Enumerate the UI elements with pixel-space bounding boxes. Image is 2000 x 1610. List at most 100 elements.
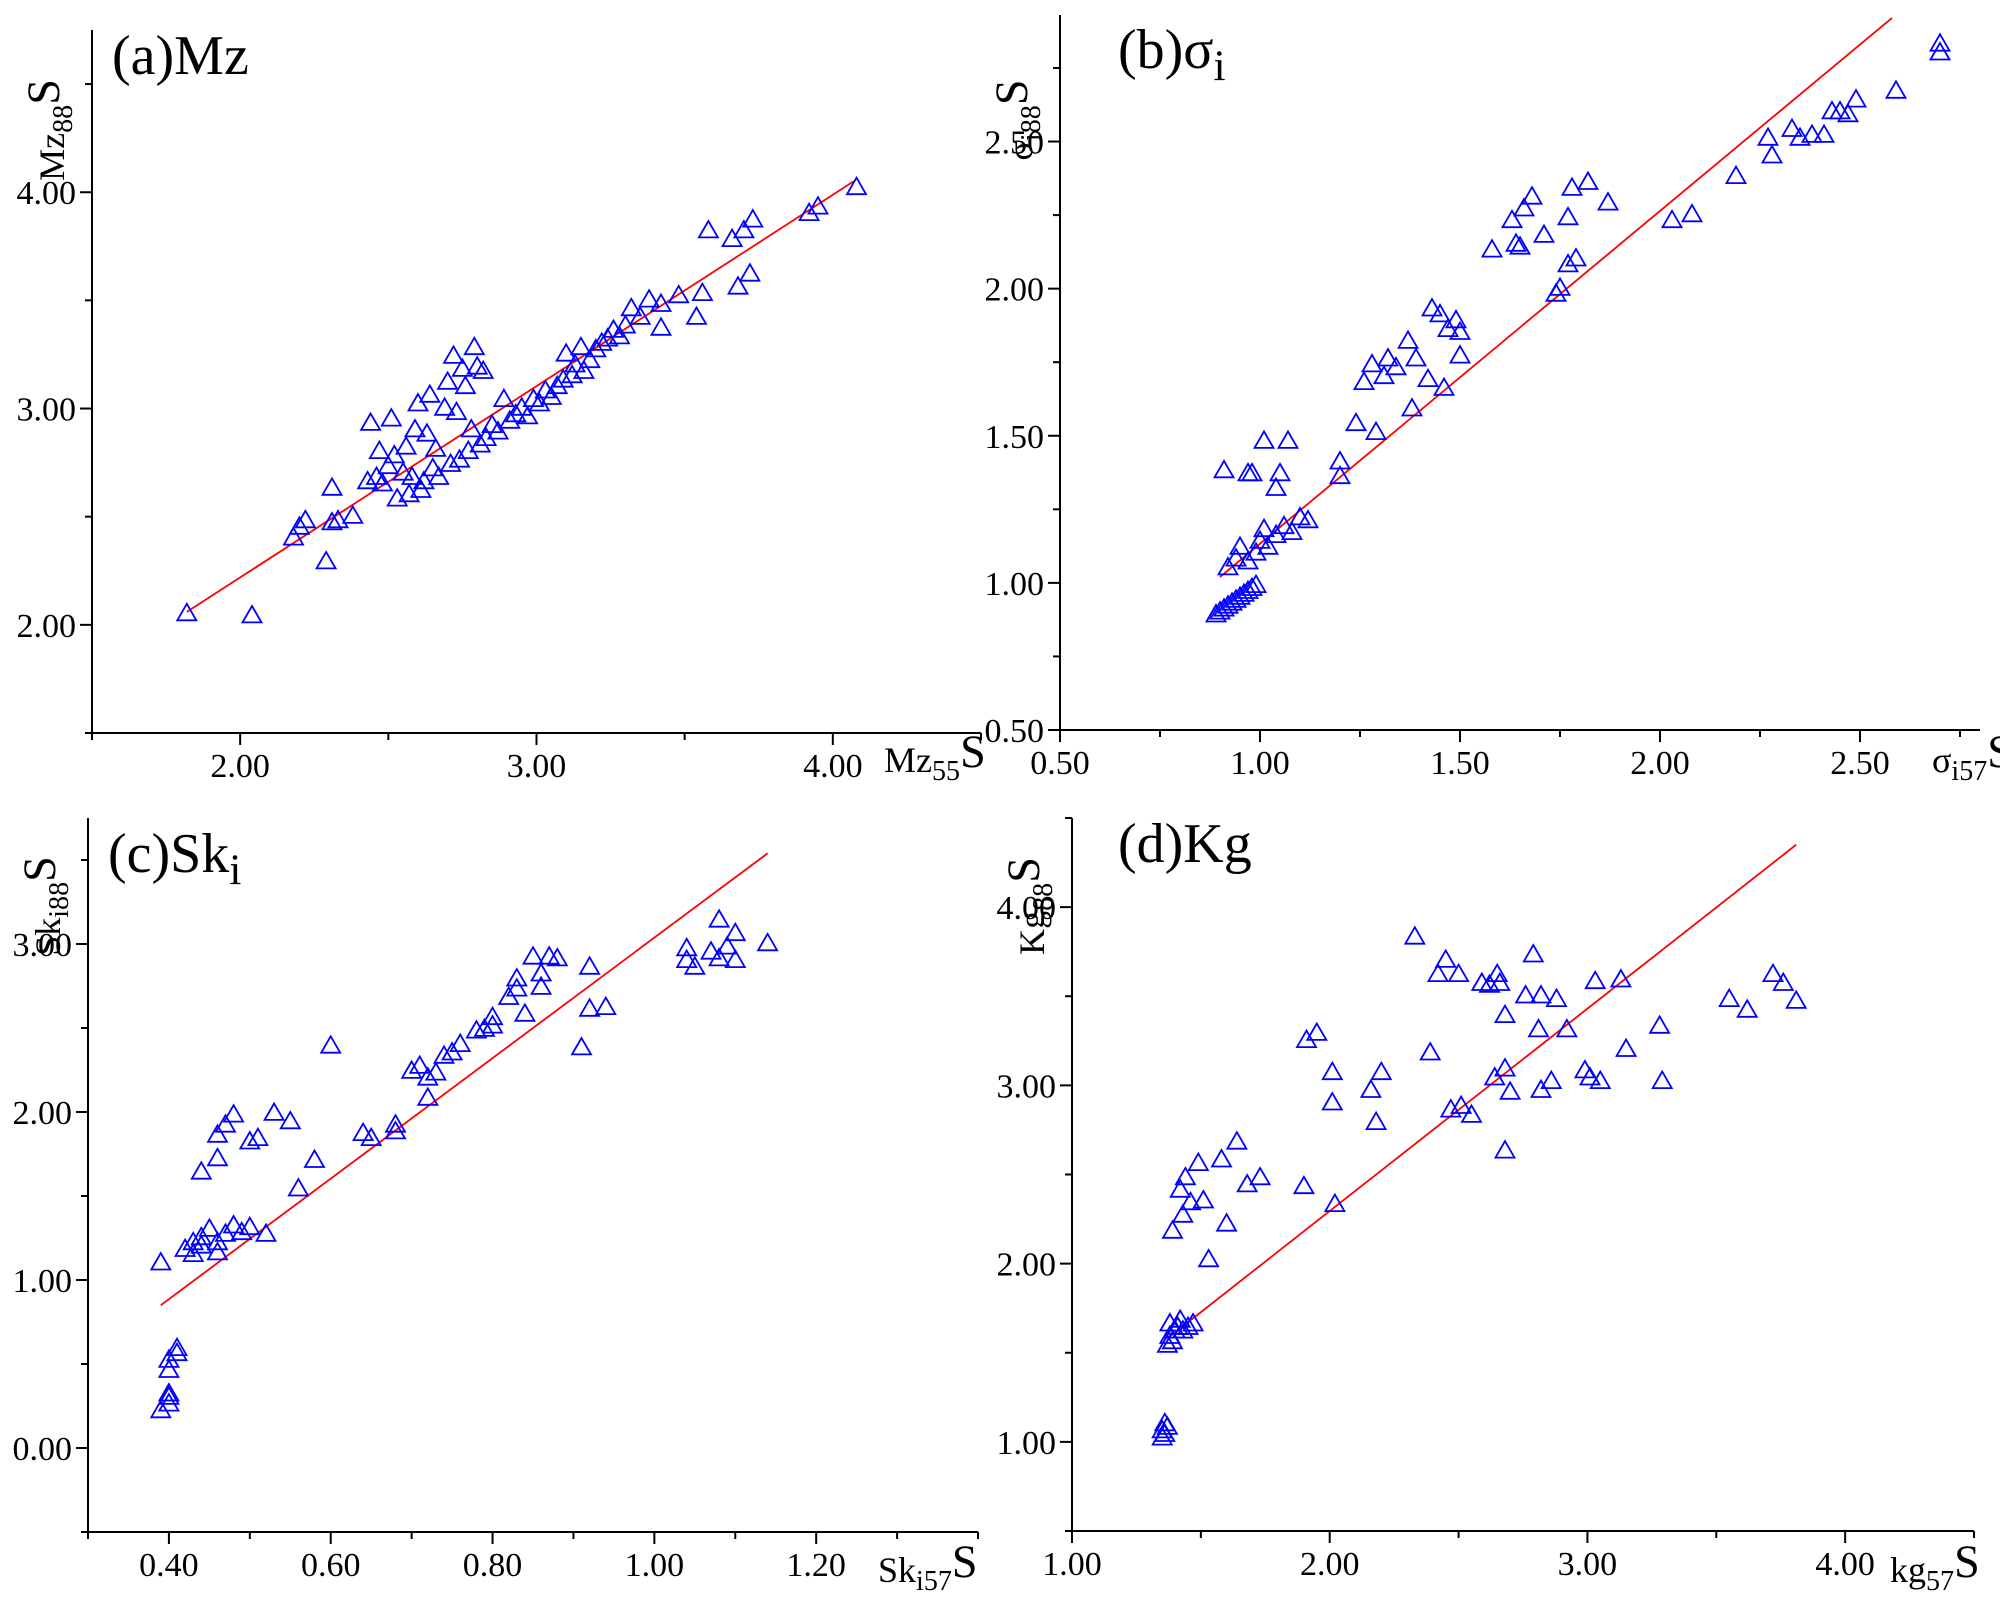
y-tick-label: 1.00 [13, 1263, 73, 1300]
x-tick-label: 2.00 [210, 748, 270, 785]
data-point-triangle-icon [515, 1004, 534, 1020]
x-axis-title: Mz55S [884, 726, 986, 787]
data-point-triangle-icon [571, 338, 590, 354]
data-point-triangle-icon [1557, 1020, 1576, 1037]
y-tick-label: 2.00 [17, 608, 77, 645]
x-tick-label: 3.00 [507, 748, 567, 785]
y-tick-label: 1.00 [997, 1425, 1057, 1462]
y-tick-label: 0.00 [13, 1431, 73, 1468]
data-point-triangle-icon [1297, 1031, 1316, 1048]
data-point-triangle-icon [1255, 431, 1274, 448]
y-tick-label: 2.00 [985, 272, 1045, 309]
data-point-triangle-icon [1403, 399, 1422, 415]
data-point-triangle-icon [317, 552, 336, 569]
data-point-triangle-icon [388, 489, 407, 505]
data-point-triangle-icon [1663, 211, 1682, 227]
data-point-triangle-icon [361, 414, 380, 430]
data-point-triangle-icon [240, 1132, 259, 1149]
data-point-triangle-icon [1451, 346, 1470, 363]
data-point-triangle-icon [1399, 331, 1418, 348]
data-point-triangle-icon [441, 455, 460, 471]
x-tick-label: 3.00 [1558, 1546, 1618, 1583]
data-point-triangle-icon [1887, 81, 1906, 98]
data-point-triangle-icon [1372, 1063, 1391, 1080]
data-point-triangle-icon [248, 1129, 267, 1145]
data-point-triangle-icon [507, 969, 526, 985]
data-point-triangle-icon [572, 1038, 591, 1054]
data-point-triangle-icon [734, 221, 753, 237]
y-axis-title: Mz88S [18, 79, 79, 181]
x-tick-label: 1.50 [1430, 745, 1490, 782]
data-point-triangle-icon [1323, 1093, 1342, 1110]
data-point-triangle-icon [1650, 1016, 1669, 1032]
panel-title: (a)Mz [112, 25, 249, 87]
data-point-triangle-icon [652, 295, 671, 312]
data-point-triangle-icon [208, 1149, 227, 1166]
data-point-triangle-icon [417, 424, 436, 440]
data-point-triangle-icon [847, 178, 866, 195]
y-tick-label: 1.50 [985, 419, 1045, 456]
x-tick-label: 0.40 [139, 1547, 199, 1584]
data-point-triangle-icon [1347, 414, 1366, 430]
data-point-triangle-icon [1227, 1132, 1246, 1149]
y-tick-label: 2.00 [13, 1095, 73, 1132]
panel-title: (c)Ski [108, 823, 241, 894]
data-point-triangle-icon [1407, 349, 1426, 365]
data-point-triangle-icon [465, 338, 484, 354]
data-point-triangle-icon [758, 934, 777, 951]
data-point-triangle-icon [677, 939, 696, 956]
data-point-triangle-icon [397, 437, 416, 453]
x-tick-label: 0.80 [463, 1547, 523, 1584]
data-point-triangle-icon [524, 947, 543, 964]
data-point-triangle-icon [1271, 464, 1290, 481]
data-point-triangle-icon [1547, 990, 1566, 1007]
x-tick-label: 0.60 [301, 1547, 361, 1584]
data-point-triangle-icon [1367, 1113, 1386, 1130]
data-point-triangle-icon [1586, 972, 1605, 988]
data-point-triangle-icon [456, 377, 475, 394]
data-point-triangle-icon [1251, 1168, 1270, 1184]
data-point-triangle-icon [1759, 128, 1778, 144]
y-tick-label: 3.00 [17, 392, 77, 429]
data-point-triangle-icon [1361, 1081, 1380, 1098]
fit-line [1220, 18, 1892, 577]
panel-title: (d)Kg [1118, 813, 1252, 875]
panel-title: (b)σi [1118, 19, 1226, 90]
data-point-triangle-icon [1529, 1020, 1548, 1037]
data-point-triangle-icon [1199, 1250, 1218, 1266]
x-axis-title: σi57S [1932, 726, 2000, 787]
data-point-triangle-icon [200, 1219, 219, 1236]
x-tick-label: 1.20 [786, 1547, 846, 1584]
data-point-triangle-icon [1763, 146, 1782, 163]
data-point-triangle-icon [151, 1253, 170, 1270]
data-point-triangle-icon [1405, 927, 1424, 944]
data-point-triangle-icon [729, 277, 748, 294]
data-point-triangle-icon [1738, 1000, 1757, 1017]
data-point-triangle-icon [1579, 173, 1598, 190]
data-point-triangle-icon [1367, 423, 1386, 440]
data-point-triangle-icon [382, 409, 401, 425]
data-point-triangle-icon [1189, 1154, 1208, 1171]
data-point-triangle-icon [1683, 205, 1702, 221]
data-point-triangle-icon [687, 308, 706, 324]
data-point-triangle-icon [321, 1036, 340, 1052]
x-tick-label: 2.00 [1300, 1546, 1360, 1583]
data-point-triangle-icon [1419, 370, 1438, 386]
data-point-triangle-icon [652, 318, 671, 335]
data-point-triangle-icon [1217, 1214, 1236, 1231]
y-tick-label: 3.00 [997, 1068, 1057, 1105]
data-point-triangle-icon [693, 284, 712, 300]
data-point-triangle-icon [1163, 1221, 1182, 1238]
data-point-triangle-icon [699, 221, 718, 237]
data-point-triangle-icon [1496, 1006, 1515, 1022]
data-point-triangle-icon [305, 1151, 324, 1168]
data-point-triangle-icon [1215, 461, 1234, 477]
data-point-triangle-icon [265, 1104, 284, 1120]
data-point-triangle-icon [447, 403, 466, 419]
data-point-triangle-icon [1783, 120, 1802, 136]
data-point-triangle-icon [1535, 226, 1554, 242]
data-point-triangle-icon [740, 264, 759, 281]
